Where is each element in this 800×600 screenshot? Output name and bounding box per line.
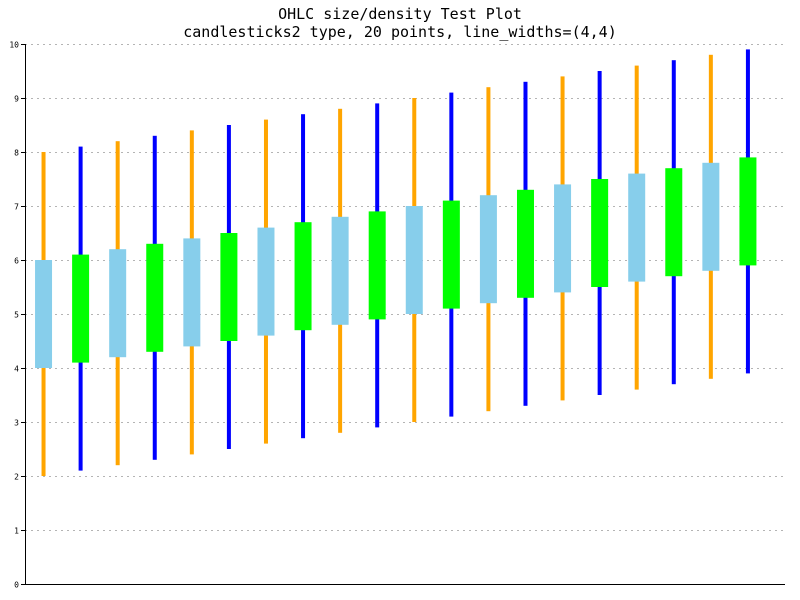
candle-body: [554, 184, 572, 293]
candle-body: [628, 173, 646, 282]
y-tick-label: 9: [14, 95, 19, 104]
candle: [220, 125, 238, 449]
candle-body: [442, 200, 460, 309]
y-tick-label: 1: [14, 527, 19, 536]
candle-body: [479, 195, 497, 304]
candle: [146, 135, 164, 460]
candle: [109, 141, 127, 466]
candle-body: [665, 168, 683, 277]
y-tick-label: 7: [14, 203, 19, 212]
candle-body: [591, 179, 609, 287]
axes: [25, 44, 785, 585]
candle: [591, 71, 609, 395]
y-axis-ticks: 0 1 2 3 4 5 6 7 8 9 10: [9, 41, 25, 590]
chart-subtitle: candlesticks2 type, 20 points, line_widt…: [183, 23, 616, 41]
candle-body: [368, 211, 386, 320]
grid-lines: [25, 44, 785, 531]
candle-body: [72, 254, 90, 363]
candle: [739, 49, 757, 374]
candle: [183, 130, 201, 455]
candle: [554, 76, 572, 401]
candle: [294, 114, 312, 439]
chart-title: OHLC size/density Test Plot: [278, 5, 522, 23]
y-tick-label: 3: [14, 419, 19, 428]
candle-body: [702, 162, 720, 271]
y-tick-label: 2: [14, 473, 19, 482]
candle-body: [331, 216, 349, 325]
candle: [628, 65, 646, 390]
candle-body: [35, 260, 53, 368]
candle: [442, 92, 460, 417]
y-tick-label: 4: [14, 365, 19, 374]
candle: [405, 98, 423, 422]
candle-body: [405, 206, 423, 314]
candle-body: [257, 227, 275, 336]
y-tick-label: 8: [14, 149, 19, 158]
candle: [331, 108, 349, 433]
y-tick-label: 0: [14, 581, 19, 590]
y-tick-label: 5: [14, 311, 19, 320]
candle-body: [516, 189, 534, 298]
candle: [665, 60, 683, 385]
candle: [479, 87, 497, 412]
candle: [72, 146, 90, 471]
y-tick-label: 6: [14, 257, 19, 266]
candle-body: [739, 157, 757, 266]
candle: [516, 81, 534, 406]
candle-body: [294, 222, 312, 331]
candlesticks: [35, 49, 757, 476]
candle: [368, 103, 386, 428]
candle-body: [109, 249, 127, 358]
candle-body: [183, 238, 201, 347]
candle-body: [220, 233, 238, 341]
candle-body: [146, 243, 164, 352]
candle: [257, 119, 275, 444]
candle: [702, 54, 720, 379]
y-tick-label: 10: [9, 41, 19, 50]
candle: [35, 152, 53, 476]
